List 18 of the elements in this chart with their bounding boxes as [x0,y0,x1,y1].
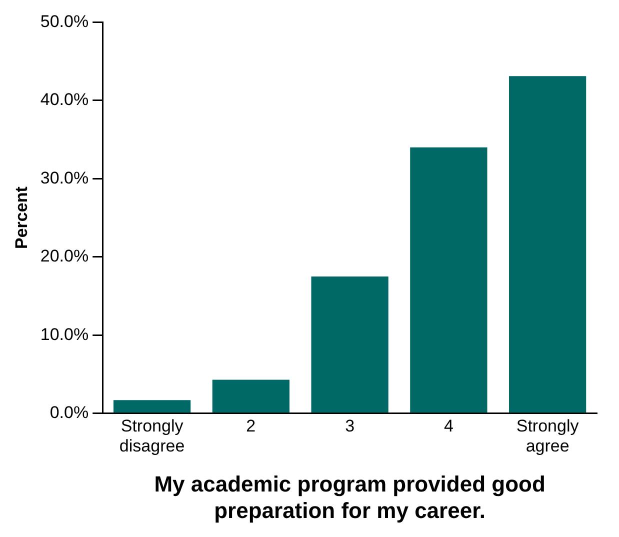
bar [410,147,488,413]
y-tick-label: 10.0% [40,324,89,344]
y-tick-label: 40.0% [40,90,89,110]
y-tick-label: 50.0% [40,12,89,31]
bar [212,380,290,413]
x-tick-label: 3 [345,416,355,436]
x-tick-label: 2 [246,416,256,436]
y-tick-label: 30.0% [40,168,89,188]
bar [113,400,191,413]
bar [311,276,388,413]
y-tick-label: 20.0% [40,246,89,266]
bar [509,76,586,413]
x-tick-label: 4 [444,416,454,436]
y-axis-title: Percent [12,186,31,249]
y-tick-label: 0.0% [50,403,89,422]
x-axis-title: My academic program provided good preparation for my career. [154,471,546,523]
x-tick-label: Strongly disagree [119,416,185,456]
x-tick-label: Strongly agree [516,416,580,456]
